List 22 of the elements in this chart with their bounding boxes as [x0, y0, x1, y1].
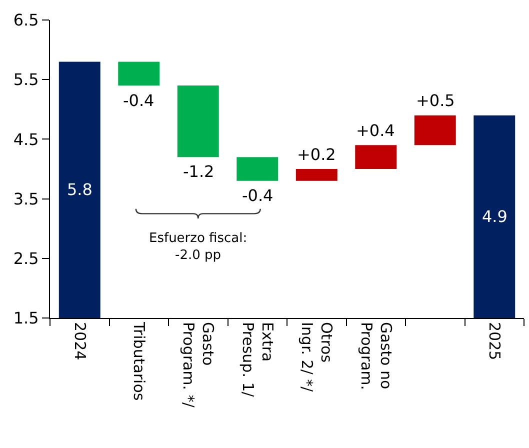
x-tick-label: Tributarios — [130, 321, 148, 401]
annotation: Esfuerzo fiscal: -2.0 pp — [149, 231, 248, 263]
y-tick-label: 6.5 — [13, 10, 39, 30]
y-tick-label: 1.5 — [13, 308, 39, 328]
x-tick-label: Extra Presup. 1/ — [238, 322, 276, 398]
data-label: -0.4 — [123, 91, 154, 110]
x-tick-label: 2024 — [70, 322, 89, 360]
data-label: -1.2 — [183, 162, 214, 181]
data-label: +0.5 — [416, 91, 455, 110]
y-tick-label: 5.5 — [13, 70, 39, 90]
data-label: 4.9 — [482, 207, 508, 226]
x-tick-label: Gasto Program. */ — [180, 322, 218, 408]
y-tick-label: 2.5 — [13, 249, 39, 268]
x-tick-label: 2025 — [486, 322, 504, 360]
data-label: +0.2 — [297, 145, 336, 164]
data-label: 5.8 — [67, 180, 92, 199]
y-tick-label: 4.5 — [13, 130, 39, 149]
y-tick-label: 3.5 — [13, 189, 39, 208]
data-label: +0.4 — [356, 121, 395, 140]
x-tick-label: Gasto no Program. — [357, 322, 395, 390]
x-tick-label: Otros Ingr. 2/ */ — [298, 322, 336, 393]
data-label: -0.4 — [242, 186, 274, 205]
